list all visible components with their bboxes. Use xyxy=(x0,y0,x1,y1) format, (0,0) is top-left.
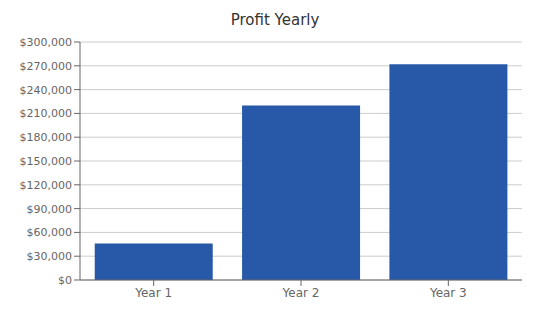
svg-text:$30,000: $30,000 xyxy=(27,250,73,263)
svg-text:$300,000: $300,000 xyxy=(20,36,73,49)
svg-text:$60,000: $60,000 xyxy=(27,226,73,239)
svg-text:$0: $0 xyxy=(58,274,72,287)
svg-text:$90,000: $90,000 xyxy=(27,203,73,216)
svg-text:Year 2: Year 2 xyxy=(282,286,320,300)
svg-text:$150,000: $150,000 xyxy=(20,155,73,168)
svg-text:Year 1: Year 1 xyxy=(134,286,172,300)
svg-text:$210,000: $210,000 xyxy=(20,107,73,120)
svg-text:$240,000: $240,000 xyxy=(20,84,73,97)
svg-text:$270,000: $270,000 xyxy=(20,60,73,73)
svg-text:$120,000: $120,000 xyxy=(20,179,73,192)
svg-text:Year 3: Year 3 xyxy=(429,286,467,300)
svg-text:$180,000: $180,000 xyxy=(20,131,73,144)
html-text:Profit Yearly: Profit Yearly xyxy=(230,11,320,29)
